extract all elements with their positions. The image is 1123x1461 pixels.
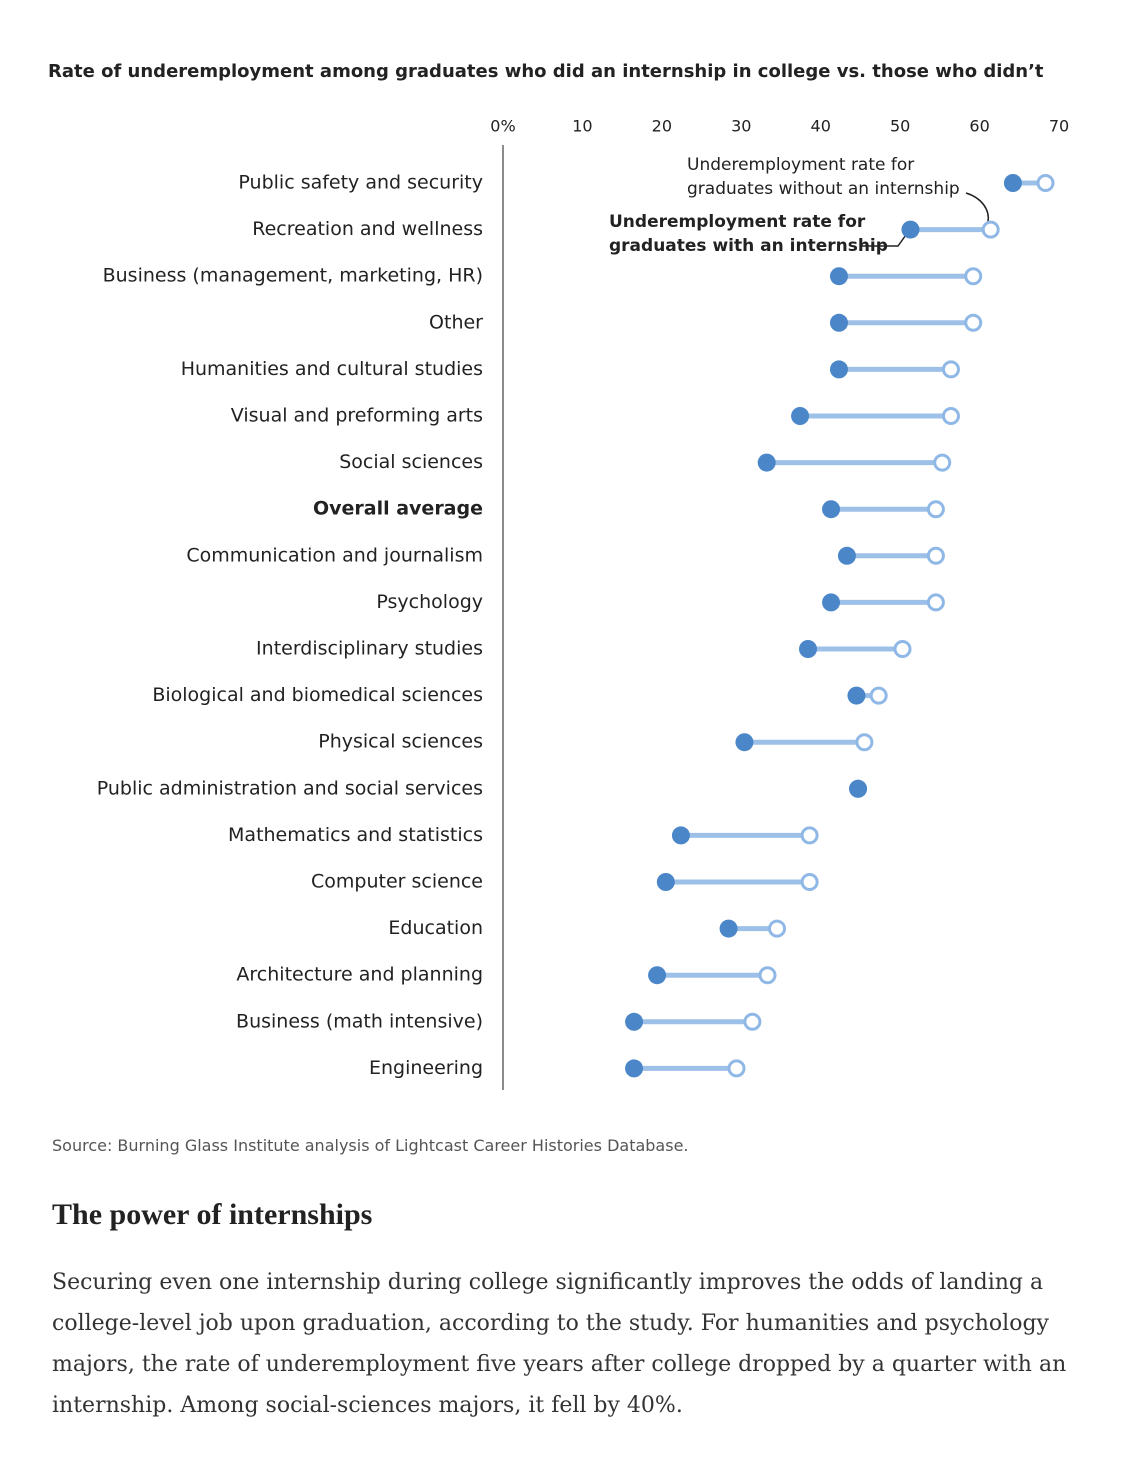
dot-with-internship xyxy=(656,873,675,891)
category-label: Engineering xyxy=(369,1057,483,1079)
dot-without-internship xyxy=(869,686,888,705)
dot-with-internship xyxy=(829,360,848,379)
dot-without-internship xyxy=(964,267,983,286)
category-label: Physical sciences xyxy=(318,731,483,753)
x-tick-label: 40 xyxy=(811,117,831,136)
chart-title: Rate of underemployment among graduates … xyxy=(48,61,1044,82)
x-tick-label: 50 xyxy=(890,117,910,136)
source: Source: Burning Glass Institute analysis… xyxy=(52,1136,689,1155)
category-label: Business (management, marketing, HR) xyxy=(103,265,483,287)
dot-without-internship xyxy=(743,1012,762,1031)
dot-without-internship xyxy=(855,733,874,752)
category-label: Education xyxy=(388,917,483,939)
dot-with-internship xyxy=(757,453,776,472)
dot-without-internship xyxy=(1036,174,1055,192)
category-label: Interdisciplinary studies xyxy=(256,638,483,660)
annotation-arrow xyxy=(965,192,990,223)
category-label: Other xyxy=(429,311,483,333)
dot-without-internship xyxy=(926,593,945,612)
article-paragraph: Securing even one internship during coll… xyxy=(52,1270,1067,1418)
category-label: Communication and journalism xyxy=(186,544,483,566)
x-tick-label: 0% xyxy=(490,117,515,136)
dot-without-internship xyxy=(758,966,777,985)
annotation-arrow xyxy=(862,231,909,247)
dot-with-internship xyxy=(625,1059,644,1078)
dot-with-internship xyxy=(822,593,841,612)
dot-with-internship xyxy=(671,826,690,845)
category-label: Biological and biomedical sciences xyxy=(152,684,483,706)
dot-without-internship xyxy=(933,453,952,472)
dot-without-internship xyxy=(800,873,819,891)
dot-with-internship xyxy=(837,546,856,565)
dot-without-internship xyxy=(926,546,945,565)
dot-with-internship xyxy=(735,733,754,752)
category-label: Public safety and security xyxy=(238,172,483,194)
category-label: Social sciences xyxy=(339,451,483,473)
dot-without-internship xyxy=(800,826,819,845)
category-label: Overall average xyxy=(313,498,483,520)
dot-with-internship xyxy=(791,407,810,425)
category-label: Recreation and wellness xyxy=(252,218,483,240)
dot-with-internship xyxy=(829,313,848,332)
article-heading: The power of internships xyxy=(52,1198,373,1231)
dot-without-internship xyxy=(893,640,912,658)
category-label: Mathematics and statistics xyxy=(228,824,483,846)
annotation: graduates without an internship xyxy=(687,179,960,199)
dot-with-internship xyxy=(849,779,868,798)
dot-with-internship xyxy=(901,220,920,239)
dot-without-internship xyxy=(727,1059,746,1078)
dot-without-internship xyxy=(768,919,787,938)
category-label: Visual and preforming arts xyxy=(231,405,483,427)
dot-without-internship xyxy=(941,360,960,379)
dot-with-internship xyxy=(799,640,818,658)
dot-with-internship xyxy=(1003,174,1022,192)
dot-with-internship xyxy=(719,919,738,938)
annotation: graduates with an internship xyxy=(609,236,888,256)
x-tick-label: 10 xyxy=(572,117,592,136)
category-label: Business (math intensive) xyxy=(236,1010,483,1032)
dot-with-internship xyxy=(822,500,841,519)
category-label: Psychology xyxy=(376,591,483,613)
dot-with-internship xyxy=(829,267,848,286)
dot-with-internship xyxy=(648,966,667,985)
annotation: Underemployment rate for xyxy=(687,155,914,175)
x-tick-label: 20 xyxy=(652,117,672,136)
dot-without-internship xyxy=(981,220,1000,239)
category-label: Computer science xyxy=(311,871,483,893)
dot-without-internship xyxy=(926,500,945,519)
dot-without-internship xyxy=(941,407,960,425)
dot-with-internship xyxy=(625,1012,644,1031)
annotation: Underemployment rate for xyxy=(609,212,866,232)
x-tick-label: 60 xyxy=(969,117,989,136)
chart: Rate of underemployment among graduates … xyxy=(48,61,1069,1090)
category-label: Humanities and cultural studies xyxy=(181,358,483,380)
category-label: Architecture and planning xyxy=(236,964,483,986)
category-label: Public administration and social service… xyxy=(97,777,483,799)
dot-with-internship xyxy=(847,686,866,705)
dot-without-internship xyxy=(964,313,983,332)
x-tick-label: 70 xyxy=(1049,117,1069,136)
x-tick-label: 30 xyxy=(731,117,751,136)
